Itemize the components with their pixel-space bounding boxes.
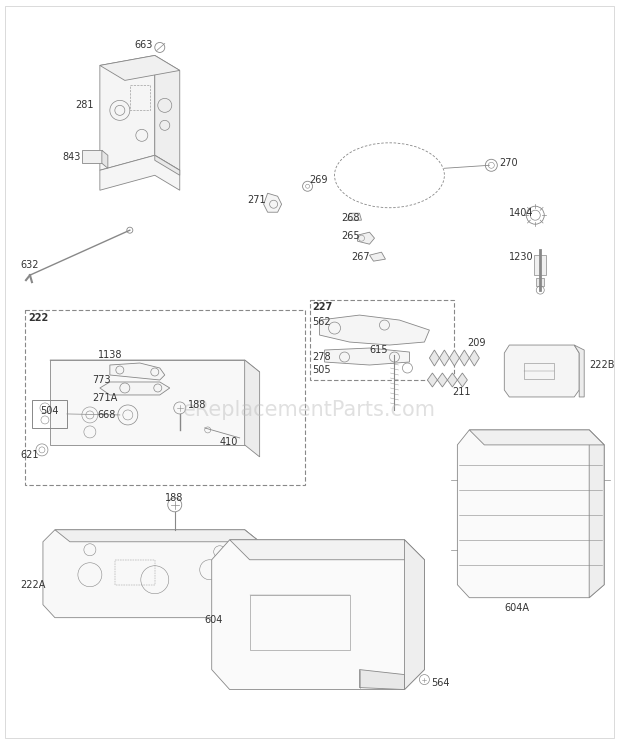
Polygon shape [589, 430, 604, 597]
Polygon shape [404, 539, 425, 690]
Text: 773: 773 [92, 375, 110, 385]
Text: 621: 621 [20, 450, 38, 460]
Text: 564: 564 [432, 678, 450, 687]
Polygon shape [469, 350, 479, 366]
Polygon shape [245, 530, 260, 618]
Text: 188: 188 [188, 400, 206, 410]
Bar [536, 278, 544, 286]
Bar [115, 559, 155, 585]
Polygon shape [430, 350, 440, 366]
Text: 188: 188 [165, 493, 183, 503]
Text: 281: 281 [75, 100, 94, 110]
Text: 267: 267 [352, 252, 370, 262]
Text: 843: 843 [62, 153, 81, 162]
Polygon shape [319, 315, 430, 345]
Text: 1404: 1404 [509, 208, 534, 218]
Text: 271: 271 [247, 195, 266, 205]
Polygon shape [450, 350, 459, 366]
Polygon shape [82, 150, 102, 163]
Polygon shape [458, 373, 467, 387]
Bar [525, 363, 554, 379]
Polygon shape [55, 530, 260, 542]
Polygon shape [469, 430, 604, 445]
Text: 222: 222 [28, 313, 48, 323]
Bar [130, 86, 150, 110]
Polygon shape [110, 363, 165, 380]
Polygon shape [100, 382, 170, 395]
Polygon shape [43, 530, 260, 618]
Text: 209: 209 [467, 338, 486, 348]
Text: 504: 504 [40, 406, 58, 416]
Text: 271A: 271A [92, 393, 117, 403]
Text: 410: 410 [219, 437, 238, 447]
Polygon shape [358, 232, 374, 244]
Polygon shape [264, 193, 281, 212]
Text: 1138: 1138 [98, 350, 122, 360]
Polygon shape [370, 252, 386, 261]
Polygon shape [155, 155, 180, 176]
Bar [250, 594, 350, 650]
Text: 211: 211 [453, 387, 471, 397]
Polygon shape [100, 155, 180, 190]
Text: 663: 663 [135, 40, 153, 51]
Polygon shape [50, 360, 260, 372]
Polygon shape [245, 360, 260, 457]
Text: eReplacementParts.com: eReplacementParts.com [183, 400, 436, 420]
Text: 268: 268 [342, 214, 360, 223]
Polygon shape [229, 539, 425, 559]
Polygon shape [504, 345, 579, 397]
Text: 562: 562 [312, 317, 331, 327]
Polygon shape [155, 56, 180, 170]
Polygon shape [437, 373, 448, 387]
Text: 269: 269 [309, 176, 328, 185]
Bar [534, 255, 546, 275]
Polygon shape [440, 350, 450, 366]
Text: 604A: 604A [504, 603, 529, 612]
Text: 604: 604 [205, 615, 223, 625]
Text: 615: 615 [370, 345, 388, 355]
Text: 222A: 222A [20, 580, 45, 590]
Text: 1230: 1230 [509, 252, 534, 262]
Text: 222B: 222B [589, 360, 614, 370]
Polygon shape [459, 350, 469, 366]
Polygon shape [448, 373, 458, 387]
Polygon shape [348, 214, 361, 220]
Polygon shape [102, 150, 108, 168]
Polygon shape [427, 373, 437, 387]
Polygon shape [100, 56, 155, 170]
Text: 270: 270 [499, 158, 518, 168]
Text: 668: 668 [98, 410, 116, 420]
Text: 505: 505 [312, 365, 331, 375]
Polygon shape [100, 56, 180, 80]
Polygon shape [360, 670, 404, 690]
Bar [25, 310, 304, 485]
Polygon shape [324, 348, 409, 365]
Text: 632: 632 [20, 260, 38, 270]
Polygon shape [458, 430, 604, 597]
Bar [309, 300, 454, 380]
Polygon shape [50, 360, 245, 445]
Bar [32, 400, 67, 428]
Polygon shape [211, 539, 425, 690]
Text: 278: 278 [312, 352, 331, 362]
Polygon shape [574, 345, 584, 397]
Text: 265: 265 [342, 231, 360, 241]
Text: 227: 227 [312, 302, 333, 312]
